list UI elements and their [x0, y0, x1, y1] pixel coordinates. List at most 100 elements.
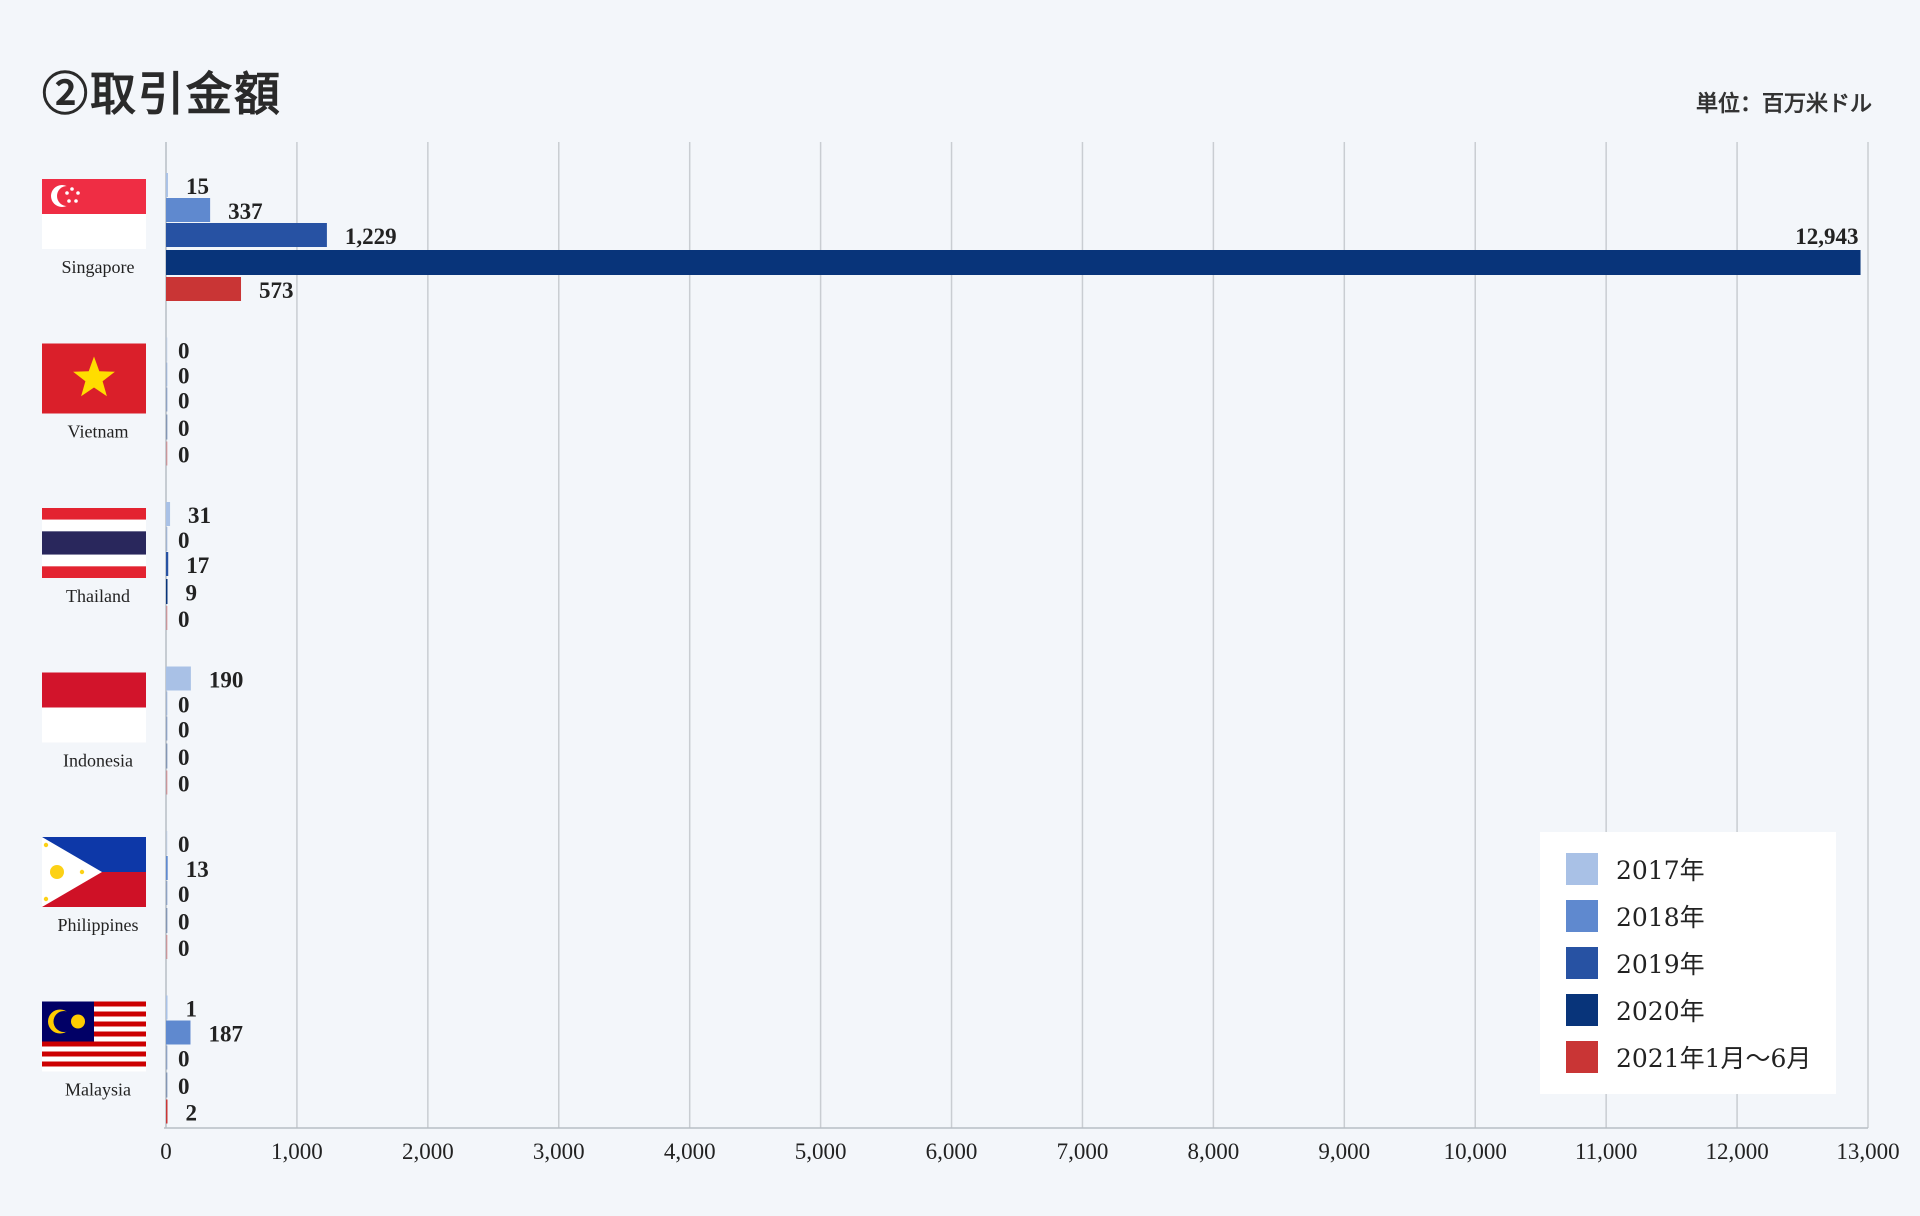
bar	[166, 1045, 168, 1070]
data-label: 190	[209, 668, 244, 693]
data-label: 15	[186, 174, 209, 199]
legend-item-2021: 2021年1月～6月	[1566, 1040, 1811, 1074]
legend-item-2019: 2019年	[1566, 946, 1705, 980]
x-tick-label: 13,000	[1836, 1139, 1899, 1164]
x-tick-label: 5,000	[795, 1139, 847, 1164]
chart-title: ②取引金額	[42, 67, 282, 121]
x-tick-label: 3,000	[533, 1139, 585, 1164]
legend-swatch-2019	[1566, 947, 1598, 979]
x-tick-label: 1,000	[271, 1139, 323, 1164]
x-tick-label: 9,000	[1318, 1139, 1370, 1164]
bar	[166, 770, 168, 795]
data-label: 17	[186, 553, 209, 578]
data-label: 0	[178, 607, 190, 632]
bar	[166, 223, 327, 247]
x-tick-label: 8,000	[1188, 1139, 1240, 1164]
data-label: 13	[186, 857, 209, 882]
data-label: 0	[178, 936, 190, 961]
legend-item-2018: 2018年	[1566, 899, 1705, 933]
category-label: Philippines	[57, 915, 138, 935]
legend-label-2017: 2017年	[1616, 856, 1705, 885]
x-tick-label: 7,000	[1057, 1139, 1109, 1164]
x-tick-label: 2,000	[402, 1139, 454, 1164]
bar	[166, 1020, 191, 1045]
data-label: 0	[178, 416, 190, 441]
data-label: 12,943	[1795, 224, 1858, 249]
bar	[166, 995, 168, 1020]
data-label: 2	[186, 1101, 198, 1126]
category-label: Malaysia	[65, 1080, 131, 1100]
data-label: 0	[178, 443, 190, 468]
bar	[166, 414, 168, 440]
philippines-flag-icon	[42, 837, 146, 907]
bar	[166, 666, 191, 691]
legend-label-2019: 2019年	[1616, 950, 1705, 979]
data-label: 1	[186, 997, 198, 1022]
bar	[166, 1072, 168, 1098]
data-label: 31	[188, 503, 211, 528]
bar	[166, 387, 168, 412]
bar	[166, 250, 1861, 275]
data-label: 0	[178, 832, 190, 857]
category-label: Singapore	[62, 257, 135, 277]
legend-swatch-2020	[1566, 994, 1598, 1026]
bar	[166, 441, 168, 466]
bar	[166, 502, 171, 526]
data-label: 1,229	[345, 224, 397, 249]
category-label: Vietnam	[68, 422, 129, 442]
data-label: 187	[208, 1022, 243, 1047]
data-label: 337	[228, 199, 263, 224]
x-tick-label: 11,000	[1575, 1139, 1637, 1164]
data-label: 0	[178, 1074, 190, 1099]
x-tick-label: 10,000	[1444, 1139, 1507, 1164]
malaysia-flag-icon	[42, 1001, 146, 1072]
x-tick-label: 0	[160, 1139, 172, 1164]
bar	[166, 579, 168, 604]
bar	[166, 716, 168, 741]
legend-label-2020: 2020年	[1616, 997, 1705, 1026]
legend-swatch-2018	[1566, 900, 1598, 932]
legend-item-2017: 2017年	[1566, 852, 1705, 886]
bar	[166, 881, 168, 905]
legend-swatch-2017	[1566, 853, 1598, 885]
x-tick-label: 12,000	[1705, 1139, 1768, 1164]
indonesia-flag-icon	[42, 672, 146, 743]
bar	[166, 527, 168, 551]
data-label: 0	[178, 364, 190, 389]
data-label: 0	[178, 882, 190, 907]
data-label: 573	[259, 278, 294, 303]
bar	[166, 908, 168, 933]
thailand-flag-icon	[42, 508, 146, 578]
bar	[166, 743, 168, 769]
bar	[166, 198, 211, 222]
category-label: Indonesia	[63, 751, 133, 771]
data-label: 0	[178, 389, 190, 414]
category-label: Thailand	[66, 586, 130, 606]
singapore-flag-icon	[42, 179, 146, 249]
data-label: 0	[178, 339, 190, 364]
data-label: 0	[178, 745, 190, 770]
data-label: 0	[178, 718, 190, 743]
legend-swatch-2021	[1566, 1041, 1598, 1073]
data-label: 0	[178, 772, 190, 797]
bar	[166, 606, 168, 630]
bar	[166, 856, 168, 880]
data-label: 0	[178, 910, 190, 935]
bar	[166, 935, 168, 959]
vietnam-flag-icon	[42, 343, 146, 414]
bar	[166, 173, 168, 197]
chart-legend: 2017年 2018年 2019年 2020年 2021年1月～6月	[1540, 832, 1836, 1094]
data-label: 9	[186, 581, 198, 606]
unit-label: 単位：百万米ドル	[1695, 91, 1872, 117]
x-tick-label: 4,000	[664, 1139, 716, 1164]
x-tick-label: 6,000	[926, 1139, 978, 1164]
bar	[166, 362, 168, 387]
data-label: 0	[178, 528, 190, 553]
bar	[166, 277, 242, 301]
legend-item-2020: 2020年	[1566, 993, 1705, 1027]
bar	[166, 691, 168, 716]
bar	[166, 831, 168, 855]
bar	[166, 1099, 168, 1124]
data-label: 0	[178, 1047, 190, 1072]
bar	[166, 552, 169, 576]
